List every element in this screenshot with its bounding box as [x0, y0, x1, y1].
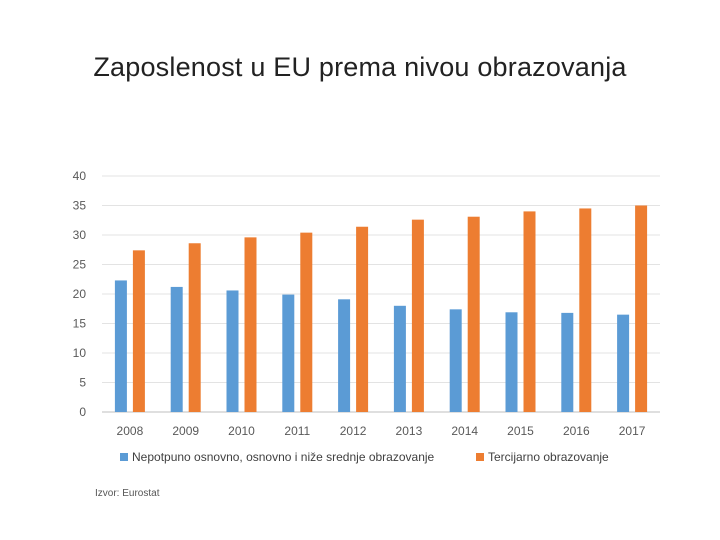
x-tick-label: 2010 [228, 424, 255, 438]
bar-osnovno-2013 [393, 305, 406, 412]
bar-osnovno-2012 [338, 299, 351, 412]
bar-osnovno-2009 [170, 286, 183, 412]
x-tick-label: 2008 [117, 424, 144, 438]
bar-tercijarno-2012 [356, 226, 369, 412]
x-tick-label: 2014 [451, 424, 478, 438]
legend: Nepotpuno osnovno, osnovno i niže srednj… [120, 450, 609, 464]
bar-tercijarno-2013 [411, 219, 424, 412]
x-tick-label: 2013 [396, 424, 423, 438]
y-tick-label: 0 [79, 405, 86, 419]
source-note: Izvor: Eurostat [95, 488, 160, 499]
legend-label: Nepotpuno osnovno, osnovno i niže srednj… [132, 450, 435, 464]
x-tick-label: 2015 [507, 424, 534, 438]
bar-tercijarno-2016 [579, 208, 592, 412]
bar-tercijarno-2009 [188, 243, 201, 412]
x-tick-label: 2017 [619, 424, 646, 438]
bar-osnovno-2016 [561, 312, 574, 412]
bars [114, 205, 648, 412]
bar-osnovno-2011 [282, 294, 295, 412]
legend-label: Tercijarno obrazovanje [488, 450, 609, 464]
bar-tercijarno-2014 [467, 216, 480, 412]
y-tick-label: 35 [73, 199, 87, 213]
y-tick-label: 15 [73, 317, 87, 331]
x-tick-label: 2009 [172, 424, 199, 438]
bar-osnovno-2017 [617, 314, 630, 412]
y-tick-label: 5 [79, 376, 86, 390]
bar-tercijarno-2011 [300, 232, 313, 412]
bar-tercijarno-2008 [132, 250, 145, 412]
bar-osnovno-2010 [226, 290, 239, 412]
x-tick-label: 2012 [340, 424, 367, 438]
y-tick-label: 10 [73, 346, 87, 360]
legend-swatch [476, 453, 484, 461]
bar-tercijarno-2017 [635, 205, 648, 412]
bar-tercijarno-2010 [244, 237, 257, 412]
bar-osnovno-2008 [114, 280, 127, 412]
bar-tercijarno-2015 [523, 211, 536, 412]
bar-osnovno-2014 [449, 309, 462, 412]
x-tick-label: 2016 [563, 424, 590, 438]
legend-swatch [120, 453, 128, 461]
gridlines [102, 175, 660, 413]
y-tick-label: 40 [73, 169, 87, 183]
x-tick-label: 2011 [284, 424, 310, 438]
x-axis-ticks: 2008 2009 2010 2011 2012 2013 2014 2015 2016 2017 [117, 424, 646, 438]
y-tick-label: 30 [73, 228, 87, 242]
bar-osnovno-2015 [505, 312, 518, 412]
y-tick-label: 20 [73, 287, 87, 301]
slide-title: Zaposlenost u EU prema nivou obrazovanja [93, 52, 627, 82]
y-tick-label: 25 [73, 258, 87, 272]
y-axis-ticks: 0 5 10 15 20 25 30 35 40 [73, 169, 87, 419]
